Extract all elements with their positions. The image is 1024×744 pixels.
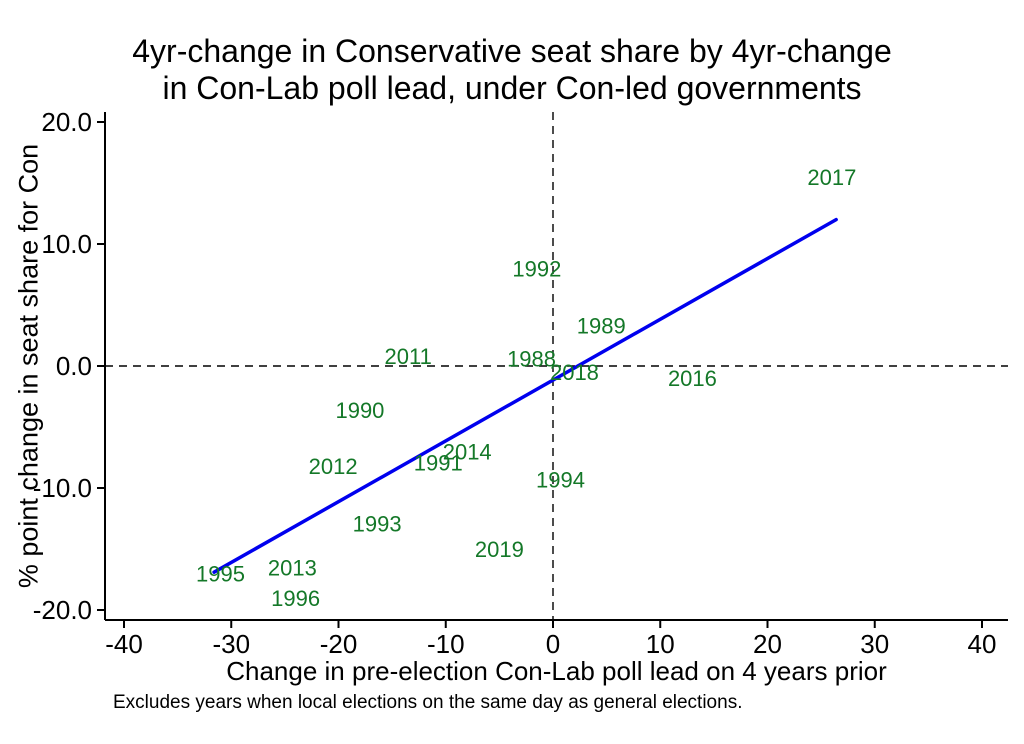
y-tick-label: 10.0 bbox=[41, 229, 92, 259]
x-tick-label: 0 bbox=[546, 629, 560, 659]
footnote: Excludes years when local elections on t… bbox=[113, 692, 743, 713]
y-tick-label: -20.0 bbox=[33, 595, 92, 625]
year-point-label: 2016 bbox=[668, 366, 717, 391]
x-tick-label: -40 bbox=[105, 629, 143, 659]
year-point-label: 1995 bbox=[196, 561, 245, 586]
x-axis-label: Change in pre-election Con-Lab poll lead… bbox=[226, 656, 887, 686]
year-point-label: 1993 bbox=[353, 511, 402, 536]
x-tick-label: -20 bbox=[320, 629, 358, 659]
y-tick-label: -10.0 bbox=[33, 473, 92, 503]
year-point-label: 2011 bbox=[385, 344, 432, 369]
chart-title-line2: in Con-Lab poll lead, under Con-led gove… bbox=[162, 70, 862, 106]
year-point-label: 1994 bbox=[536, 467, 585, 492]
year-point-label: 1992 bbox=[512, 256, 561, 281]
year-point-label: 1989 bbox=[577, 314, 626, 339]
year-point-label: 2013 bbox=[268, 555, 317, 580]
x-tick-label: 20 bbox=[753, 629, 782, 659]
y-tick-label: 20.0 bbox=[41, 107, 92, 137]
y-axis-label: % point change in seat share for Con bbox=[13, 143, 44, 589]
x-tick-label: 30 bbox=[860, 629, 889, 659]
year-point-label: 2014 bbox=[443, 439, 492, 464]
chart-title: 4yr-change in Conservative seat share by… bbox=[0, 33, 1024, 107]
x-tick-label: -30 bbox=[212, 629, 250, 659]
fit-line bbox=[212, 217, 838, 574]
chart-title-line1: 4yr-change in Conservative seat share by… bbox=[132, 33, 892, 69]
x-tick-label: -10 bbox=[427, 629, 465, 659]
year-point-label: 2018 bbox=[550, 360, 599, 385]
year-point-label: 1990 bbox=[335, 398, 384, 423]
year-point-label: 1991 bbox=[414, 450, 463, 475]
year-point-label: 1996 bbox=[271, 586, 320, 611]
year-point-label: 2019 bbox=[475, 537, 524, 562]
year-point-label: 2017 bbox=[807, 165, 856, 190]
x-tick-label: 40 bbox=[968, 629, 997, 659]
year-point-label: 2012 bbox=[309, 454, 358, 479]
year-point-label: 1988 bbox=[507, 347, 556, 372]
y-tick-label: 0.0 bbox=[56, 351, 92, 381]
x-tick-label: 10 bbox=[646, 629, 675, 659]
